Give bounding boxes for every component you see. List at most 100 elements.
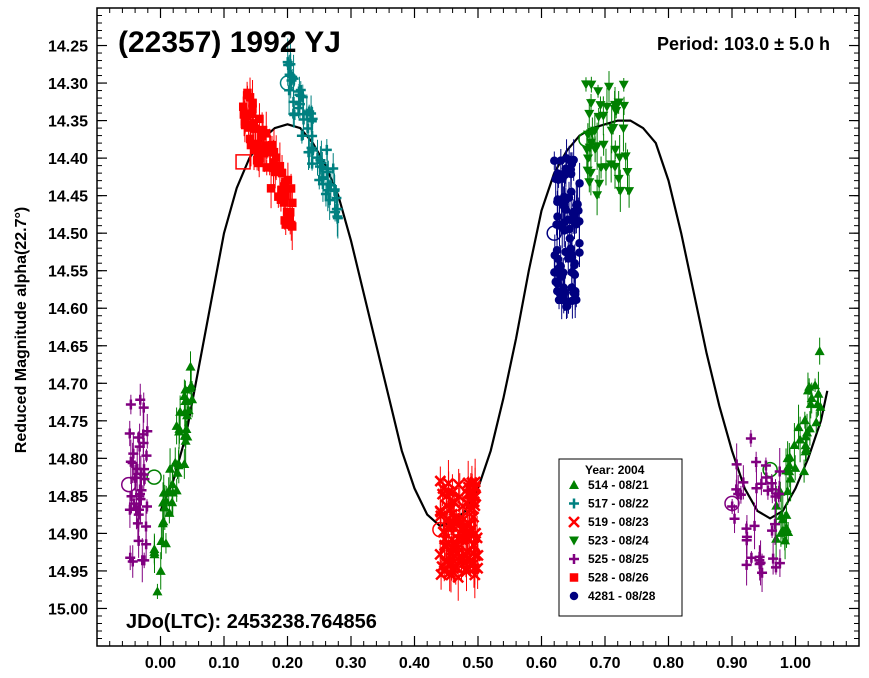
data-point	[138, 469, 149, 480]
data-point	[584, 178, 595, 188]
data-point	[565, 234, 575, 243]
data-point	[596, 163, 607, 173]
data-point	[771, 500, 782, 510]
y-tick-label: 14.75	[48, 414, 88, 431]
data-point	[155, 565, 166, 575]
data-points-layer	[121, 38, 826, 601]
data-point	[255, 114, 264, 124]
data-point	[281, 191, 290, 201]
data-point	[553, 286, 562, 296]
data-point	[620, 152, 631, 162]
legend-entry: 517 - 08/22	[569, 497, 649, 511]
data-point	[738, 477, 749, 488]
data-point	[572, 220, 581, 229]
data-point	[167, 487, 178, 497]
data-point	[590, 145, 601, 155]
data-point	[554, 175, 563, 184]
data-point	[297, 92, 308, 103]
data-point	[245, 134, 255, 144]
data-point	[802, 385, 813, 395]
data-point	[127, 556, 138, 567]
data-point	[452, 478, 465, 491]
data-point	[806, 393, 817, 403]
legend-marker	[569, 498, 579, 509]
data-point	[610, 145, 621, 155]
y-tick-label: 14.30	[48, 76, 88, 93]
data-point	[135, 394, 146, 405]
data-point	[618, 80, 629, 90]
y-tick-label: 14.40	[48, 151, 88, 168]
data-point	[267, 140, 277, 150]
data-point	[286, 184, 296, 193]
y-tick-label: 14.95	[48, 564, 88, 581]
data-point	[760, 460, 771, 471]
data-point	[125, 399, 136, 410]
data-point	[566, 251, 576, 261]
y-tick-label: 14.65	[48, 339, 88, 356]
data-point	[257, 132, 267, 141]
data-point	[731, 484, 742, 495]
data-point	[550, 156, 559, 165]
legend-marker	[569, 536, 579, 546]
data-point	[767, 484, 778, 495]
data-point	[131, 504, 142, 515]
data-point	[175, 406, 186, 416]
data-point	[452, 571, 465, 584]
data-point	[609, 104, 620, 114]
data-point	[180, 435, 191, 445]
data-point	[583, 154, 594, 164]
data-point	[615, 186, 626, 196]
data-point	[434, 475, 447, 487]
data-point	[293, 103, 304, 114]
period-label: Period: 103.0 ± 5.0 h	[657, 34, 830, 54]
data-point	[582, 166, 593, 176]
x-tick-label: 0.20	[272, 655, 303, 672]
data-point	[322, 164, 333, 175]
data-point	[601, 102, 612, 112]
series-points	[235, 77, 297, 251]
data-point	[296, 130, 307, 141]
data-point	[566, 169, 576, 179]
data-point	[139, 555, 150, 566]
data-point	[595, 101, 606, 111]
data-point	[128, 448, 139, 459]
data-point	[813, 388, 824, 398]
legend-entry: 4281 - 08/28	[569, 589, 656, 603]
x-tick-label: 1.00	[780, 655, 811, 672]
legend-label: 4281 - 08/28	[588, 589, 656, 603]
data-point	[434, 548, 447, 561]
data-point	[811, 417, 822, 427]
data-point	[569, 155, 578, 165]
series-points	[724, 429, 785, 592]
legend-label: 525 - 08/25	[588, 552, 649, 566]
data-point	[447, 557, 459, 569]
data-point	[238, 102, 248, 112]
data-point	[751, 483, 762, 494]
reference-marker	[546, 225, 562, 241]
y-tick-label: 14.55	[48, 264, 88, 281]
series-points	[546, 139, 584, 320]
data-point	[799, 415, 810, 425]
data-point	[454, 513, 466, 525]
data-point	[580, 80, 591, 90]
data-point	[757, 567, 768, 578]
data-point	[298, 114, 309, 125]
data-point	[254, 149, 263, 158]
data-point	[254, 158, 263, 168]
data-point	[239, 110, 249, 119]
data-point	[559, 201, 568, 211]
data-point	[456, 524, 469, 537]
data-point	[302, 123, 313, 134]
data-point	[164, 507, 175, 517]
x-tick-label: 0.90	[716, 655, 747, 672]
data-point	[575, 248, 584, 257]
data-point	[152, 586, 163, 596]
data-point	[185, 361, 196, 371]
data-point	[444, 557, 457, 570]
legend-entry: 525 - 08/25	[569, 552, 649, 566]
y-tick-label: 14.50	[48, 226, 88, 243]
data-point	[180, 396, 191, 406]
legend-label: 517 - 08/22	[588, 497, 649, 511]
legend-marker	[568, 516, 580, 528]
data-point	[244, 123, 253, 132]
